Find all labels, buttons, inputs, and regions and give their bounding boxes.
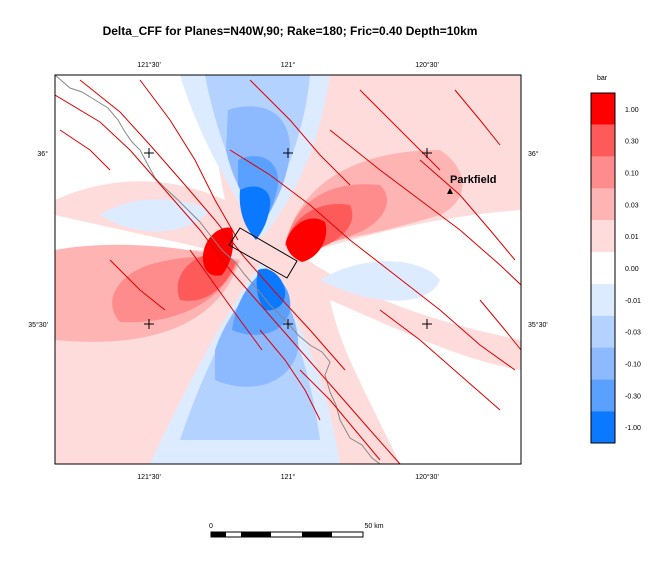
- bottom-tick-label: 120°30': [415, 473, 439, 481]
- scale-bar-segment: [211, 532, 226, 537]
- scale-bar-segment: [302, 532, 332, 537]
- fault-line: [249, 79, 351, 186]
- coastline-path: [55, 75, 381, 464]
- colorbar-label: 0.01: [625, 234, 639, 241]
- negative-lobe-n-max: [239, 186, 271, 240]
- right-tick-label: 35°30': [528, 321, 548, 329]
- colorbar-label: 0.30: [625, 139, 639, 146]
- top-tick-label: 120°30': [415, 61, 439, 69]
- colorbar-label: 1.00: [625, 107, 639, 114]
- fault-lines: [55, 79, 521, 464]
- colorbar-label: -1.00: [625, 425, 641, 432]
- scale-bar: 0 50 km: [209, 523, 384, 538]
- negative-lobe-e: [320, 261, 440, 301]
- fault-line: [299, 369, 381, 461]
- graticule-cross: [422, 148, 432, 158]
- fault-line: [189, 249, 263, 351]
- colorbar-cell: [591, 252, 615, 284]
- neutral-zone-nw: [55, 75, 225, 200]
- top-tick-label: 121°30': [137, 61, 161, 69]
- colorbar-frame: [590, 92, 616, 444]
- colorbar-label: -0.03: [625, 330, 641, 337]
- graticule-cross: [422, 319, 432, 329]
- graticule-marks: [144, 148, 432, 329]
- fault-line: [109, 259, 166, 311]
- fault-line: [59, 129, 111, 171]
- left-tick-label: 36°: [37, 150, 48, 158]
- place-label-parkfield: Parkfield: [450, 174, 496, 186]
- colorbar-label: 0.00: [625, 266, 639, 273]
- neutral-zone-w: [55, 215, 210, 250]
- colorbar-cell: [591, 315, 615, 348]
- colorbar-cell: [591, 347, 615, 380]
- colorbar-cell: [591, 379, 615, 412]
- colorbar-cell: [591, 156, 615, 189]
- colorbar-label: 0.03: [625, 202, 639, 209]
- colorbar-label: -0.01: [625, 298, 641, 305]
- right-tick-label: 36°: [528, 150, 539, 158]
- triangle-icon: [447, 188, 453, 194]
- graticule-cross: [283, 148, 293, 158]
- colorbar-cell: [591, 283, 615, 316]
- fault-line: [379, 309, 501, 411]
- graticule-cross: [144, 319, 154, 329]
- scale-bar-frame: [210, 531, 364, 538]
- left-tick-label: 35°30': [28, 321, 48, 329]
- fault-line: [229, 149, 516, 371]
- map-frame: [54, 74, 522, 465]
- colorbar-label: -0.10: [625, 361, 641, 368]
- graticule-cross: [283, 319, 293, 329]
- colorbar-cell: [591, 411, 615, 443]
- colorbar-label: 0.10: [625, 171, 639, 178]
- figure-title: Delta_CFF for Planes=N40W,90; Rake=180; …: [103, 24, 478, 38]
- colorbar-cell: [591, 124, 615, 157]
- stress-field: [55, 75, 521, 464]
- top-tick-label: 121°: [281, 61, 296, 69]
- colorbar-cell: [591, 93, 615, 125]
- colorbar-cells: [591, 93, 615, 443]
- negative-lobe-w: [100, 199, 210, 232]
- fault-line: [419, 159, 516, 261]
- fault-line: [479, 299, 521, 351]
- scale-bar-start-label: 0: [209, 523, 213, 530]
- neutral-zone-se: [330, 300, 521, 464]
- rupture-plane-box: [228, 227, 298, 279]
- graticule-cross: [144, 148, 154, 158]
- fault-line: [79, 79, 346, 371]
- fault-line: [139, 79, 239, 241]
- fault-line: [259, 329, 321, 421]
- colorbar-unit: bar: [597, 75, 608, 82]
- scale-bar-segment: [241, 532, 271, 537]
- colorbar-cell: [591, 188, 615, 221]
- fault-line: [55, 94, 401, 464]
- colorbar-labels: 1.00 0.30 0.10 0.03 0.01 0.00 -0.01 -0.03 -0.10 -…: [625, 107, 641, 432]
- positive-lobe-ne-max: [286, 218, 327, 262]
- bottom-tick-label: 121°30': [137, 473, 161, 481]
- colorbar-cell: [591, 220, 615, 253]
- fault-line: [329, 129, 521, 286]
- coastline: [55, 75, 381, 464]
- colorbar-label: -0.30: [625, 393, 641, 400]
- fault-line: [454, 89, 501, 146]
- colorbar: bar 1.00 0.30 0.10 0.03 0.01 0.00 -0.01 -0.03 -0…: [590, 75, 641, 444]
- map-panel: Parkfield: [54, 74, 522, 465]
- bottom-tick-label: 121°: [281, 473, 296, 481]
- scale-bar-end-label: 50 km: [364, 523, 383, 530]
